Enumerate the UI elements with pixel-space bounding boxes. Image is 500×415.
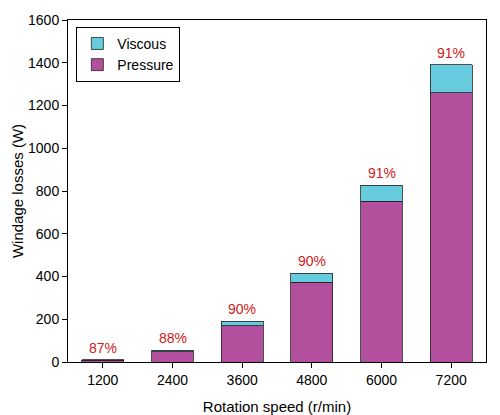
svg-text:400: 400 bbox=[36, 268, 60, 284]
svg-text:90%: 90% bbox=[298, 253, 326, 269]
svg-text:1200: 1200 bbox=[87, 372, 118, 388]
svg-text:Pressure: Pressure bbox=[117, 57, 173, 73]
svg-text:2400: 2400 bbox=[157, 372, 188, 388]
svg-text:1000: 1000 bbox=[28, 140, 59, 156]
svg-text:90%: 90% bbox=[228, 301, 256, 317]
svg-text:800: 800 bbox=[36, 183, 60, 199]
svg-text:Viscous: Viscous bbox=[117, 36, 166, 52]
svg-text:1600: 1600 bbox=[28, 12, 59, 28]
svg-text:3600: 3600 bbox=[227, 372, 258, 388]
svg-text:91%: 91% bbox=[437, 45, 465, 61]
svg-text:1200: 1200 bbox=[28, 97, 59, 113]
svg-text:Rotation speed (r/min): Rotation speed (r/min) bbox=[203, 398, 351, 415]
svg-text:0: 0 bbox=[51, 354, 59, 370]
svg-text:200: 200 bbox=[36, 311, 60, 327]
svg-text:600: 600 bbox=[36, 226, 60, 242]
svg-text:87%: 87% bbox=[89, 340, 117, 356]
svg-text:1400: 1400 bbox=[28, 55, 59, 71]
svg-text:Windage losses (W): Windage losses (W) bbox=[9, 124, 26, 258]
svg-text:91%: 91% bbox=[368, 165, 396, 181]
svg-text:6000: 6000 bbox=[366, 372, 397, 388]
svg-text:4800: 4800 bbox=[296, 372, 327, 388]
svg-text:7200: 7200 bbox=[436, 372, 467, 388]
svg-text:88%: 88% bbox=[159, 330, 187, 346]
